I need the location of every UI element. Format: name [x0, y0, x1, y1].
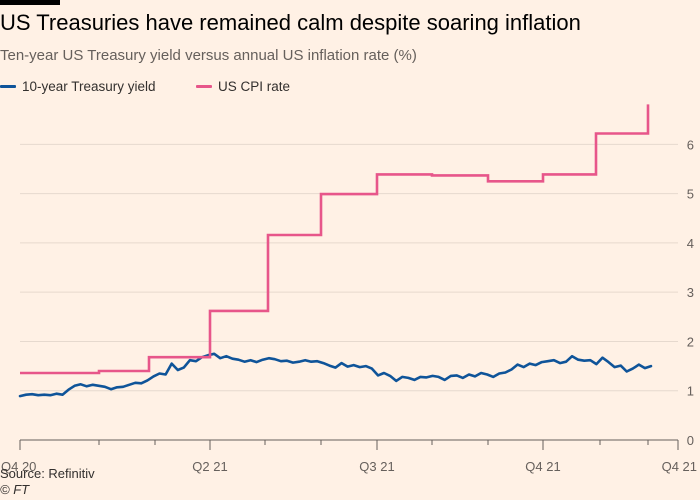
- series-line-yield: [18, 352, 653, 398]
- y-tick-label-0: 0: [687, 433, 694, 448]
- brand-bar: [0, 0, 60, 5]
- x-tick-label-1: Q2 21: [192, 459, 227, 474]
- y-tick-label-2: 2: [687, 334, 694, 349]
- y-tick-label-4: 4: [687, 236, 694, 251]
- copyright-note: © FT: [0, 482, 30, 497]
- x-tick-label-0: Q4 20: [1, 459, 36, 474]
- legend-item-yield: 10-year Treasury yield: [0, 79, 156, 94]
- legend-item-cpi: US CPI rate: [196, 79, 290, 94]
- chart-subtitle: Ten-year US Treasury yield versus annual…: [0, 47, 417, 64]
- y-tick-label-6: 6: [687, 137, 694, 152]
- legend-swatch-cpi: [196, 85, 212, 88]
- x-tick-label-2: Q3 21: [359, 459, 394, 474]
- legend-swatch-yield: [0, 85, 16, 88]
- legend-label-cpi: US CPI rate: [218, 79, 291, 94]
- y-tick-label-3: 3: [687, 285, 694, 300]
- source-note: Source: Refinitiv: [0, 466, 95, 481]
- y-tick-label-1: 1: [687, 384, 694, 399]
- x-tick-label-4: Q4 21: [662, 459, 697, 474]
- x-tick-label-3: Q4 21: [525, 459, 560, 474]
- chart-title: US Treasuries have remained calm despite…: [0, 10, 581, 35]
- series-line-cpi: [20, 104, 650, 375]
- y-tick-label-5: 5: [687, 187, 694, 202]
- legend-label-yield: 10-year Treasury yield: [22, 79, 156, 94]
